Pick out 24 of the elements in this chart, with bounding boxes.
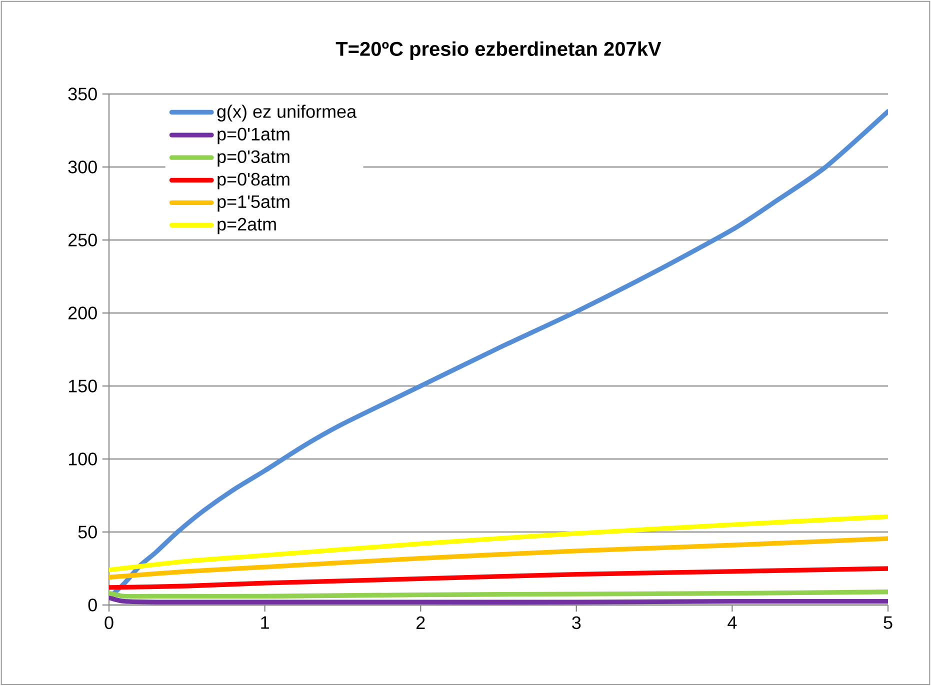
line-series bbox=[109, 514, 888, 572]
legend-label: p=0'3atm bbox=[218, 150, 290, 167]
y-tick-label: 100 bbox=[68, 452, 97, 466]
line-series bbox=[109, 536, 888, 580]
y-tick-label: 150 bbox=[68, 380, 97, 392]
legend-label: p=1'5atm bbox=[218, 195, 290, 212]
legend-label: g(x) ez uniformea bbox=[217, 104, 357, 122]
y-tick-label: 200 bbox=[68, 306, 97, 320]
x-tick-label: 4 bbox=[728, 616, 737, 629]
x-tick-label: 0 bbox=[104, 616, 114, 630]
legend-label: p=0'8atm bbox=[218, 172, 290, 190]
y-tick-label: 350 bbox=[68, 88, 97, 100]
legend-label: p=2atm bbox=[218, 218, 276, 234]
x-tick-label: 3 bbox=[572, 616, 581, 630]
x-tick-label: 5 bbox=[884, 616, 892, 629]
y-tick-label: 0 bbox=[88, 598, 97, 612]
line-series bbox=[109, 566, 888, 590]
y-tick-label: 300 bbox=[68, 160, 97, 174]
y-tick-label: 250 bbox=[68, 234, 97, 246]
x-tick-label: 1 bbox=[261, 616, 269, 629]
x-tick-label: 2 bbox=[416, 616, 425, 629]
legend-label: p=0'1atm bbox=[218, 128, 290, 144]
y-tick-label: 50 bbox=[78, 526, 97, 538]
chart-title: T=20ºC presio ezberdinetan 207kV bbox=[336, 41, 662, 60]
